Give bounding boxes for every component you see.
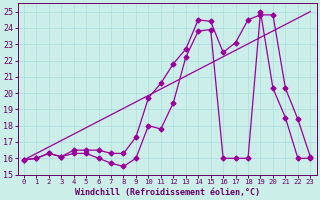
X-axis label: Windchill (Refroidissement éolien,°C): Windchill (Refroidissement éolien,°C) bbox=[75, 188, 260, 197]
